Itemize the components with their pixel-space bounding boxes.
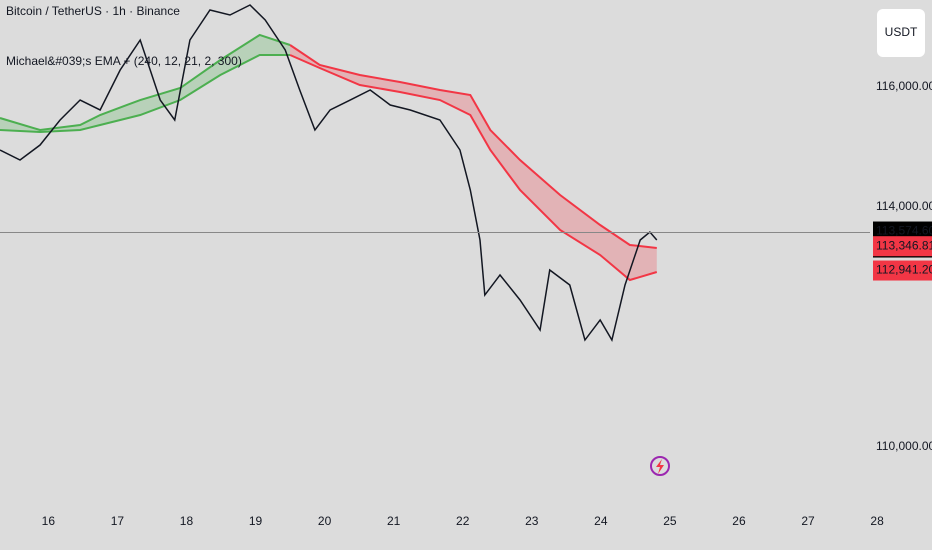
x-tick-label: 24 <box>594 514 608 528</box>
chart-title: Bitcoin / TetherUS · 1h · Binance <box>6 4 180 18</box>
plot <box>0 4 870 343</box>
price-label: 113,346.81 <box>876 238 932 252</box>
y-tick-label: 116,000.00 <box>876 79 932 93</box>
price-line <box>0 4 658 343</box>
x-tick-label: 19 <box>249 514 263 528</box>
x-tick-label: 27 <box>801 514 815 528</box>
price-label-box <box>873 236 932 257</box>
x-tick-label: 22 <box>456 514 470 528</box>
currency-label: USDT <box>885 25 918 39</box>
lightning-bolt <box>656 459 664 474</box>
price-label-box <box>873 260 932 281</box>
x-tick-label: 26 <box>732 514 746 528</box>
x-tick-label: 25 <box>663 514 677 528</box>
x-tick-label: 23 <box>525 514 539 528</box>
x-tick-label: 18 <box>180 514 194 528</box>
x-tick-label: 21 <box>387 514 401 528</box>
x-tick-label: 28 <box>870 514 884 528</box>
band-lower <box>289 54 658 282</box>
x-tick-label: 20 <box>318 514 332 528</box>
currency-button[interactable] <box>877 9 925 57</box>
indicator-label: Michael&#039;s EMA + (240, 12, 21, 2, 30… <box>6 54 242 68</box>
y-tick-label: 110,000.00 <box>876 439 932 453</box>
price-label: 113,574.60 <box>876 224 932 238</box>
x-tick-label: 17 <box>111 514 125 528</box>
price-label: 112,941.20 <box>876 263 932 277</box>
band-lower <box>0 54 291 134</box>
x-tick-label: 16 <box>42 514 56 528</box>
lightning-icon[interactable] <box>650 456 670 476</box>
y-tick-label: 114,000.00 <box>876 199 932 213</box>
band-upper <box>289 44 657 249</box>
axis-layer: 16 17 18 19 20 21 22 23 24 25 26 27 28 110,000.00 114,… <box>42 79 932 528</box>
band-fill <box>290 45 657 281</box>
